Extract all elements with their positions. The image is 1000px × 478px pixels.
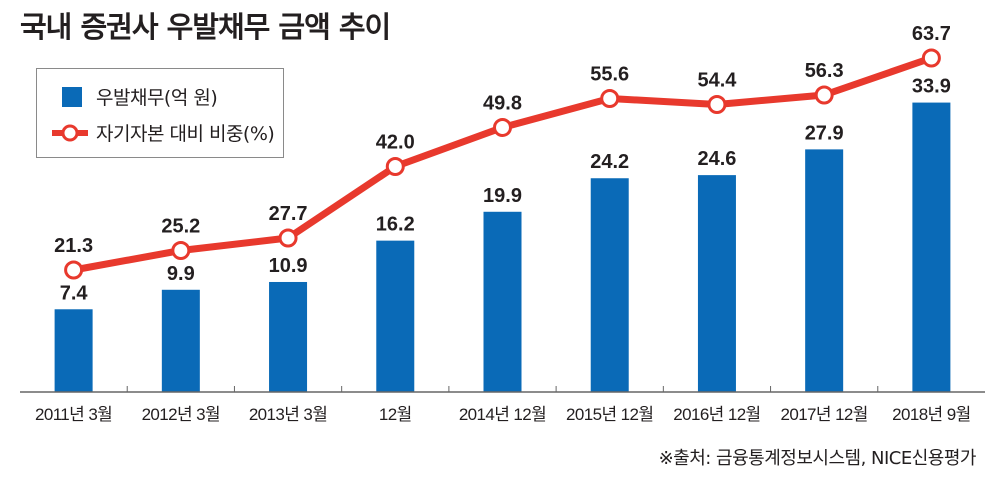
line-point: [814, 85, 834, 105]
x-tick-label: 2015년 12월: [566, 405, 653, 424]
bar: [697, 175, 736, 392]
bar-value-label: 9.9: [167, 263, 195, 285]
x-tick-label: 2016년 12월: [673, 405, 760, 424]
chart-title: 국내 증권사 우발채무 금액 추이: [20, 10, 391, 44]
line-value-label: 63.7: [912, 23, 951, 45]
line-value-label: 21.3: [54, 235, 93, 257]
legend-item-bar: 우발채무(억 원): [37, 83, 218, 110]
x-tick-label: 12월: [379, 405, 412, 424]
x-tick-label: 2017년 12월: [780, 405, 867, 424]
bar: [269, 281, 308, 392]
bar: [161, 289, 200, 392]
legend: 우발채무(억 원) 자기자본 대비 비중(%): [36, 68, 284, 158]
bar: [912, 102, 951, 392]
bar-swatch-icon: [62, 86, 82, 107]
bar: [376, 240, 415, 392]
bar-value-label: 16.2: [376, 214, 415, 236]
x-tick-label: 2013년 3월: [249, 405, 327, 424]
legend-bar-label: 우발채무(억 원): [96, 87, 218, 109]
bar: [483, 211, 522, 392]
bar: [590, 178, 629, 392]
line-point: [493, 118, 512, 137]
x-tick-label: 2014년 12월: [459, 405, 546, 424]
bar-value-label: 24.6: [697, 148, 736, 170]
line-value-label: 54.4: [697, 70, 737, 92]
line-value-label: 55.6: [590, 64, 629, 86]
legend-item-line: 자기자본 대비 비중(%): [37, 119, 275, 146]
x-tick-label: 2018년 9월: [892, 405, 970, 424]
bar-value-label: 7.4: [60, 282, 89, 304]
bar-value-label: 10.9: [269, 255, 308, 277]
bar-value-label: 33.9: [912, 76, 951, 98]
line-point: [278, 228, 298, 248]
bar-value-label: 24.2: [590, 151, 629, 173]
line-point: [171, 241, 191, 260]
line-value-label: 27.7: [269, 203, 308, 225]
line-point: [64, 260, 84, 280]
line-value-label: 49.8: [483, 93, 522, 115]
line-point: [921, 48, 941, 68]
bar-value-label: 27.9: [805, 122, 844, 144]
bar: [805, 149, 844, 392]
x-tick-label: 2012년 3월: [142, 405, 220, 424]
line-value-label: 42.0: [376, 132, 415, 154]
line-point: [707, 95, 727, 114]
line-value-label: 56.3: [805, 60, 844, 82]
source-note: ※출처: 금융통계정보시스템, NICE신용평가: [658, 448, 977, 469]
legend-line-label: 자기자본 대비 비중(%): [96, 123, 275, 145]
line-point: [600, 89, 620, 108]
bar: [54, 309, 93, 392]
line-point: [385, 157, 405, 176]
bar-value-label: 19.9: [483, 185, 522, 207]
line-marker-icon: [52, 124, 88, 141]
line-value-label: 25.2: [161, 216, 200, 238]
x-tick-label: 2011년 3월: [35, 405, 112, 424]
